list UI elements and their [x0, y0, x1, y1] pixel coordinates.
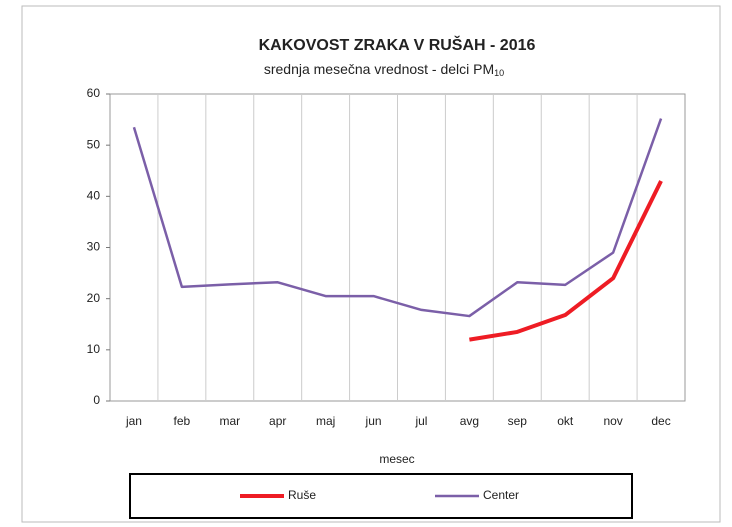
y-tick-label: 60 [87, 86, 101, 100]
y-tick-label: 20 [87, 291, 101, 305]
chart-title: KAKOVOST ZRAKA V RUŠAH - 2016 [259, 35, 536, 54]
legend-label: Center [483, 488, 519, 502]
x-tick-label: feb [174, 414, 191, 428]
x-tick-label: maj [316, 414, 335, 428]
series-line [132, 118, 663, 318]
subtitle-text: srednja mesečna vrednost - delci PM [264, 61, 494, 77]
y-tick-label: 10 [87, 342, 101, 356]
x-tick-label: apr [269, 414, 286, 428]
x-tick-label: jun [365, 414, 382, 428]
x-tick-label: jan [125, 414, 142, 428]
series-line [469, 180, 663, 342]
legend-box [129, 473, 633, 519]
y-tick-label: 30 [87, 240, 101, 254]
chart-frame [21, 5, 721, 523]
legend-label: Ruše [288, 488, 316, 502]
x-tick-label: dec [651, 414, 670, 428]
chart-subtitle: srednja mesečna vrednost - delci PM10 [264, 61, 504, 79]
x-tick-label: avg [460, 414, 479, 428]
x-tick-label: jul [414, 414, 427, 428]
subtitle-subscript: 10 [494, 68, 504, 78]
y-tick-label: 50 [87, 137, 101, 151]
y-tick-label: 0 [93, 393, 100, 407]
x-axis-label: mesec [379, 452, 414, 466]
x-tick-label: mar [219, 414, 240, 428]
x-tick-label: sep [508, 414, 528, 428]
x-tick-label: okt [557, 414, 574, 428]
y-tick-label: 40 [87, 189, 101, 203]
x-tick-label: nov [603, 414, 622, 428]
